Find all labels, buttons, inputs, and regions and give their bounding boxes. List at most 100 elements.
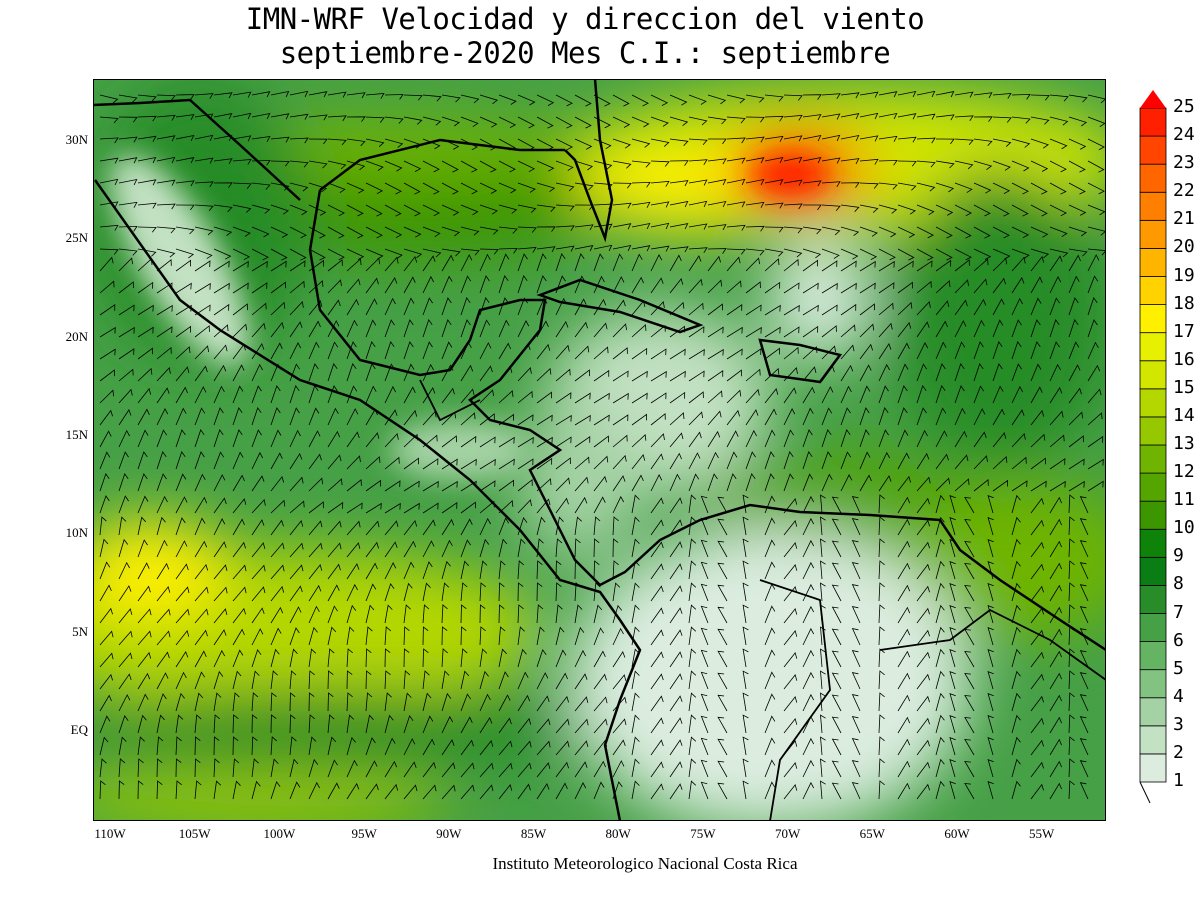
wind-barb bbox=[1087, 435, 1104, 448]
wind-barb bbox=[1068, 364, 1081, 382]
wind-barb bbox=[308, 341, 320, 360]
wind-barb bbox=[403, 480, 420, 492]
wind-barb bbox=[175, 473, 187, 492]
wind-barb bbox=[574, 496, 588, 514]
wind-barb bbox=[118, 495, 129, 514]
wind-barb bbox=[517, 783, 531, 800]
wind-barb bbox=[99, 369, 115, 382]
wind-barb bbox=[517, 116, 535, 129]
wind-barb bbox=[764, 135, 784, 142]
wind-barb bbox=[964, 739, 975, 756]
wind-barb bbox=[631, 714, 640, 734]
wind-barb bbox=[1049, 496, 1062, 514]
wind-barb bbox=[992, 432, 1007, 448]
wind-barb bbox=[479, 253, 491, 272]
wind-barb bbox=[612, 160, 632, 169]
wind-barb bbox=[99, 256, 114, 272]
wind-barb bbox=[851, 540, 861, 558]
wind-barb bbox=[916, 301, 931, 316]
wind-barb bbox=[764, 693, 776, 712]
wind-barb bbox=[935, 648, 945, 668]
wind-barb bbox=[764, 605, 776, 624]
wind-barb bbox=[327, 341, 339, 360]
wind-barb bbox=[987, 759, 994, 778]
wind-barb bbox=[820, 670, 826, 690]
wind-barb bbox=[327, 430, 341, 448]
wind-barb bbox=[536, 204, 556, 212]
wind-barb bbox=[99, 584, 112, 602]
wind-barb bbox=[745, 388, 760, 404]
wind-barb bbox=[422, 561, 433, 580]
wind-barb bbox=[308, 605, 320, 624]
wind-barb bbox=[935, 138, 955, 145]
wind-barb bbox=[498, 390, 514, 404]
wind-barb bbox=[821, 204, 841, 212]
wind-barb bbox=[973, 341, 984, 360]
wind-barb bbox=[783, 674, 798, 690]
wind-barb bbox=[517, 499, 532, 514]
wind-barb bbox=[1068, 341, 1080, 360]
wind-barb bbox=[232, 407, 243, 426]
wind-barb bbox=[650, 348, 667, 360]
wind-barb bbox=[156, 326, 173, 338]
wind-barb bbox=[517, 94, 536, 106]
wind-barb bbox=[1087, 319, 1098, 338]
wind-barb bbox=[897, 136, 917, 143]
wind-barb bbox=[99, 201, 119, 208]
wind-barb bbox=[118, 673, 132, 690]
wind-barb bbox=[897, 562, 911, 580]
wind-barb bbox=[1049, 716, 1062, 734]
wind-barb bbox=[1011, 480, 1028, 492]
colorbar-box bbox=[1139, 219, 1167, 249]
wind-barb bbox=[479, 116, 498, 128]
wind-barb bbox=[498, 499, 514, 514]
wind-barb bbox=[764, 304, 781, 316]
wind-barb bbox=[840, 344, 855, 360]
wind-barb bbox=[688, 348, 705, 360]
wind-barb bbox=[802, 259, 818, 272]
wind-barb bbox=[289, 758, 299, 778]
wind-barb bbox=[574, 436, 591, 448]
wind-barb bbox=[346, 583, 358, 602]
wind-barb bbox=[99, 137, 119, 144]
wind-barb bbox=[987, 495, 994, 514]
wind-barb bbox=[650, 519, 664, 536]
wind-barb bbox=[859, 204, 879, 213]
colorbar-box bbox=[1139, 360, 1167, 390]
wind-barb bbox=[536, 182, 556, 193]
wind-barb bbox=[707, 390, 723, 404]
wind-barb bbox=[403, 94, 423, 101]
wind-barb bbox=[118, 281, 134, 294]
wind-barb bbox=[992, 455, 1008, 470]
wind-barb bbox=[175, 496, 188, 514]
wind-barb bbox=[574, 245, 594, 252]
wind-barb bbox=[251, 182, 271, 190]
wind-barb bbox=[308, 407, 320, 426]
wind-barb bbox=[536, 762, 551, 778]
wind-barb bbox=[137, 516, 146, 536]
wind-barb bbox=[1087, 160, 1105, 173]
wind-barb bbox=[441, 670, 450, 690]
colorbar-label: 4 bbox=[1173, 685, 1184, 707]
wind-barb bbox=[631, 347, 648, 360]
wind-barb bbox=[973, 278, 988, 294]
wind-barb bbox=[498, 182, 517, 194]
wind-barb bbox=[742, 736, 749, 756]
wind-barb bbox=[555, 582, 562, 602]
wind-barb bbox=[669, 301, 685, 316]
wind-barb bbox=[251, 714, 258, 734]
wind-barb bbox=[851, 628, 861, 646]
wind-barb bbox=[650, 94, 669, 106]
wind-barb bbox=[251, 407, 262, 426]
wind-barb bbox=[479, 365, 493, 382]
wind-barb bbox=[460, 204, 479, 216]
wind-barb bbox=[831, 562, 842, 580]
wind-barb bbox=[831, 716, 842, 734]
wind-barb bbox=[820, 714, 826, 734]
wind-barb bbox=[422, 692, 432, 712]
wind-barb bbox=[831, 738, 842, 756]
wind-barb bbox=[384, 562, 397, 580]
wind-barb bbox=[194, 714, 202, 734]
wind-barb bbox=[1030, 519, 1044, 536]
wind-barb bbox=[308, 670, 315, 690]
